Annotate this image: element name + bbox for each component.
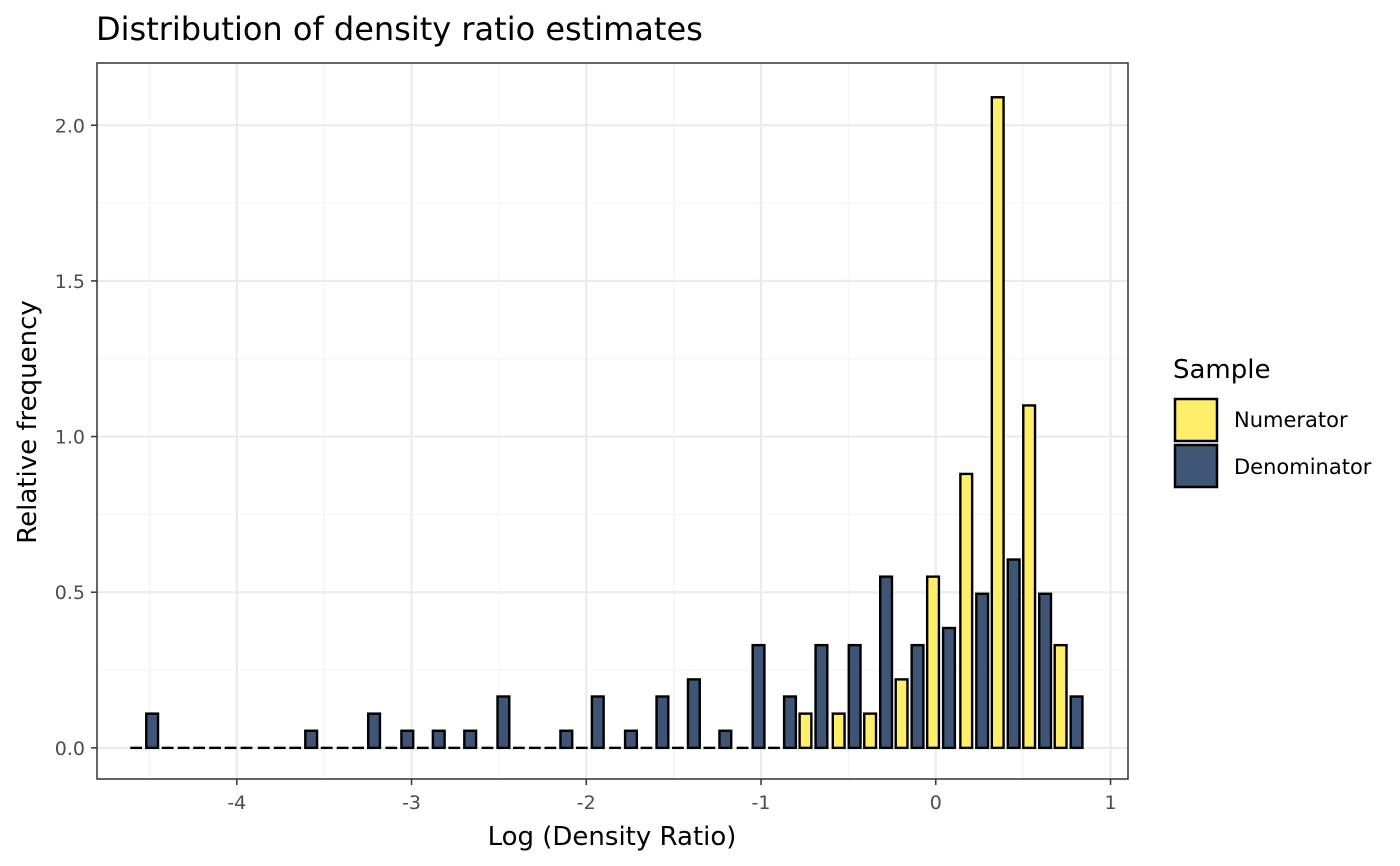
bar-denominator bbox=[782, 695, 798, 750]
bar-numerator bbox=[925, 575, 941, 750]
bar-denominator bbox=[623, 729, 639, 750]
x-axis-title: Log (Density Ratio) bbox=[488, 822, 737, 852]
bar-denominator bbox=[975, 592, 990, 750]
y-tick-label: 0.5 bbox=[55, 582, 85, 604]
bar-numerator bbox=[863, 712, 878, 750]
bar-denominator bbox=[367, 712, 382, 750]
bar-numerator bbox=[959, 472, 974, 750]
bar-numerator bbox=[1022, 404, 1037, 750]
bar-denominator bbox=[304, 729, 319, 750]
y-tick-label: 1.0 bbox=[55, 427, 85, 449]
x-tick-label: -3 bbox=[402, 792, 421, 814]
x-tick-label: -1 bbox=[752, 792, 771, 814]
bar-denominator bbox=[814, 643, 829, 750]
panel-border bbox=[96, 62, 1129, 780]
bar-denominator bbox=[496, 695, 511, 750]
bar-denominator bbox=[400, 729, 415, 750]
y-tick-label: 2.0 bbox=[55, 115, 85, 137]
bar-denominator bbox=[1006, 558, 1021, 750]
bar-denominator bbox=[718, 729, 733, 750]
x-tick-label: 0 bbox=[930, 792, 942, 814]
bar-denominator bbox=[590, 695, 605, 750]
y-axis-ticks: 0.0 0.5 1.0 1.5 2.0 bbox=[55, 115, 97, 760]
legend-key-numerator bbox=[1173, 397, 1219, 443]
bar-denominator bbox=[145, 712, 160, 750]
bar-denominator bbox=[559, 729, 574, 750]
chart-title: Distribution of density ratio estimates bbox=[96, 10, 703, 48]
y-axis-title: Relative frequency bbox=[13, 300, 43, 544]
legend-title: Sample bbox=[1173, 355, 1271, 385]
bar-denominator bbox=[1069, 695, 1084, 750]
bar-numerator bbox=[1053, 643, 1068, 750]
bar-numerator bbox=[831, 712, 846, 750]
x-axis-ticks: -4 -3 -2 -1 0 1 bbox=[227, 779, 1117, 814]
y-tick-label: 1.5 bbox=[55, 271, 85, 293]
bar-numerator bbox=[990, 96, 1005, 750]
bar-denominator bbox=[941, 626, 957, 750]
x-tick-label: -4 bbox=[227, 792, 246, 814]
y-tick-label: 0.0 bbox=[55, 738, 85, 760]
bar-denominator bbox=[1038, 592, 1053, 750]
bar-numerator bbox=[894, 678, 909, 750]
x-tick-label: -2 bbox=[577, 792, 596, 814]
bar-denominator bbox=[910, 643, 925, 750]
bar-denominator bbox=[751, 643, 766, 750]
legend: Sample Numerator Denominator bbox=[1173, 355, 1372, 489]
bar-numerator bbox=[798, 712, 813, 750]
bar-denominator bbox=[463, 729, 478, 750]
legend-key-denominator bbox=[1173, 443, 1219, 489]
plot-panel bbox=[96, 62, 1129, 780]
legend-label-denominator: Denominator bbox=[1234, 455, 1372, 479]
legend-label-numerator: Numerator bbox=[1234, 408, 1348, 432]
bar-denominator bbox=[686, 678, 701, 750]
bar-denominator bbox=[655, 695, 670, 750]
bar-denominator bbox=[431, 729, 446, 750]
bar-denominator bbox=[879, 575, 894, 750]
panel-background bbox=[97, 63, 1128, 779]
x-tick-label: 1 bbox=[1104, 792, 1116, 814]
bar-denominator bbox=[847, 643, 862, 750]
